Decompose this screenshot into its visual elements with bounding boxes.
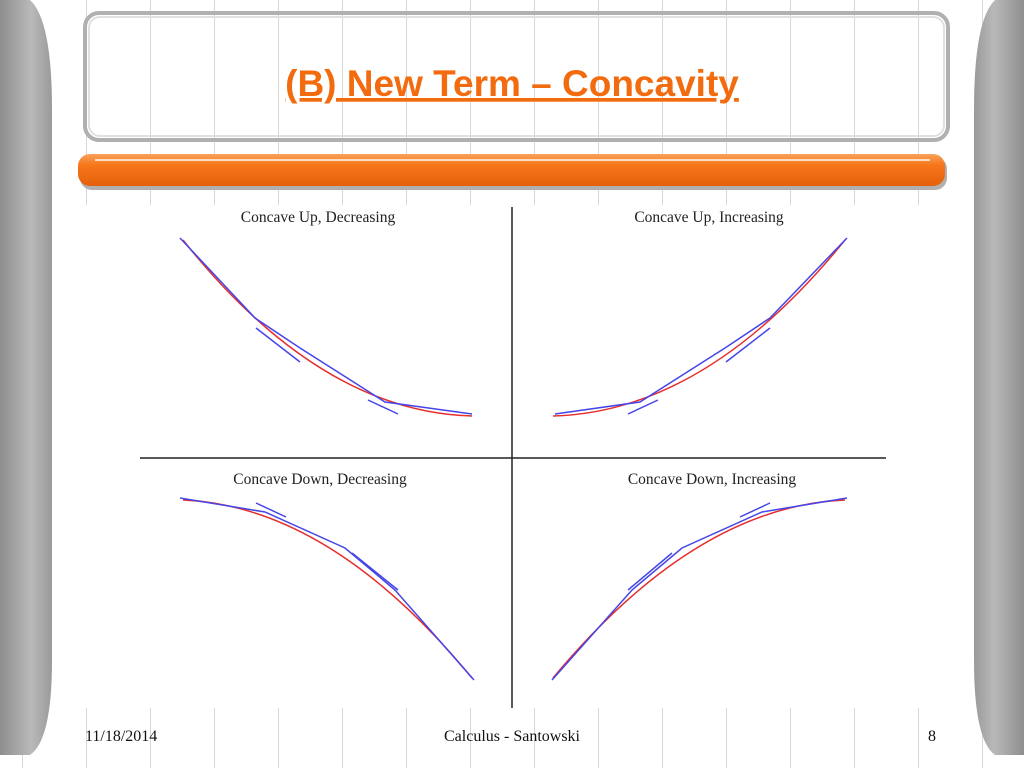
tangent-polyline (179, 237, 473, 415)
curves (179, 237, 848, 681)
tangent (255, 502, 287, 518)
footer-date: 11/18/2014 (85, 728, 157, 745)
title-box-inner (88, 16, 945, 137)
title-box (83, 11, 950, 142)
footer: 11/18/2014 Calculus - Santowski 8 (85, 728, 936, 745)
tangent-polyline (551, 497, 848, 681)
page-number: 8 (928, 728, 936, 745)
tangent-polyline (179, 497, 475, 681)
orange-bar (78, 154, 945, 186)
figure-area (85, 205, 942, 708)
footer-center: Calculus - Santowski (444, 728, 581, 745)
curve (182, 239, 473, 417)
tangent (725, 327, 771, 363)
panel-label: Concave Up, Decreasing (241, 209, 396, 226)
tangent (255, 327, 301, 363)
right-pillar (974, 0, 1024, 755)
tangent-polyline (554, 237, 848, 415)
tangent (627, 552, 673, 591)
left-pillar (0, 0, 52, 755)
slide-title: (B) New Term – Concavity (285, 63, 739, 104)
panel-labels: Concave Up, Decreasing Concave Up, Incre… (233, 209, 796, 488)
tangent (627, 399, 659, 415)
tangent (351, 552, 399, 591)
panel-label: Concave Up, Increasing (634, 209, 784, 226)
panel-label: Concave Down, Increasing (628, 471, 797, 488)
panel-label: Concave Down, Decreasing (233, 471, 407, 488)
tangent (739, 502, 771, 518)
curve (552, 239, 846, 417)
tangent (367, 399, 399, 415)
